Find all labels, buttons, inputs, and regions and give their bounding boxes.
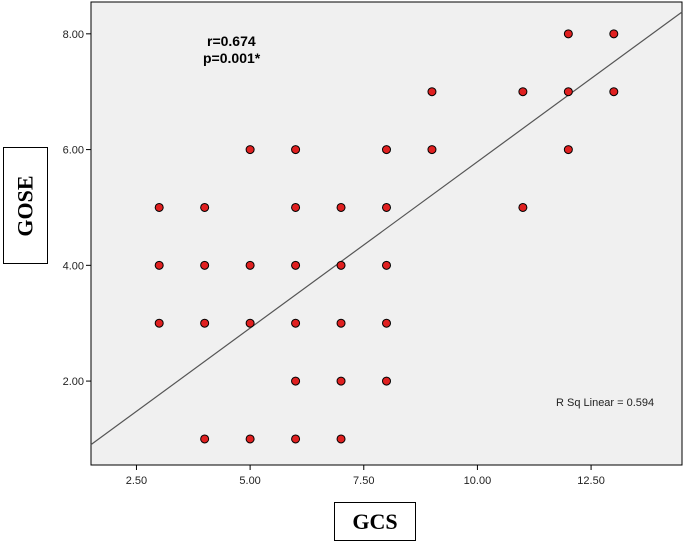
data-point-18 — [336, 260, 346, 270]
x-tick-label-2: 7.50 — [353, 475, 374, 487]
data-point-21 — [336, 434, 346, 444]
data-point-19 — [336, 318, 346, 328]
x-tick-label-0: 2.50 — [126, 475, 147, 487]
data-point-28 — [427, 145, 437, 155]
x-tick-label-3: 10.00 — [464, 475, 492, 487]
data-point-25 — [382, 318, 391, 328]
data-point-12 — [291, 202, 301, 212]
x-axis-label: GCS — [352, 508, 398, 534]
data-point-16 — [291, 434, 301, 444]
x-tick-label-1: 5.00 — [239, 475, 260, 487]
data-point-20 — [336, 376, 346, 386]
points-layer — [154, 29, 619, 444]
fit-line-layer — [90, 11, 683, 446]
data-point-34 — [609, 29, 619, 39]
data-point-1 — [154, 260, 164, 270]
data-point-17 — [336, 202, 346, 212]
x-axis-label-box: GCS — [334, 502, 416, 541]
data-point-8 — [245, 260, 255, 270]
data-point-7 — [245, 145, 255, 155]
data-point-2 — [154, 318, 164, 328]
y-axis-ticks: 2.00 4.00 6.00 8.00 — [63, 29, 91, 388]
data-point-23 — [382, 202, 391, 212]
data-point-4 — [200, 260, 210, 270]
y-axis-label: GOSE — [12, 174, 38, 237]
x-axis-ticks: 2.50 5.00 7.50 10.00 12.50 — [126, 465, 605, 487]
x-tick-label-4: 12.50 — [577, 475, 605, 487]
data-point-15 — [291, 376, 301, 386]
y-tick-label-3: 8.00 — [63, 29, 84, 41]
regression-line — [90, 11, 683, 446]
p-value-annotation: p=0.001* — [203, 50, 261, 66]
data-point-27 — [427, 87, 437, 97]
data-point-35 — [609, 87, 619, 97]
data-point-26 — [382, 376, 391, 386]
data-point-0 — [154, 202, 164, 212]
data-point-5 — [200, 318, 210, 328]
data-point-10 — [245, 434, 255, 444]
data-point-31 — [563, 29, 573, 39]
data-point-14 — [291, 318, 301, 328]
y-tick-label-2: 6.00 — [63, 145, 84, 157]
data-point-32 — [563, 87, 573, 97]
data-point-9 — [245, 318, 255, 328]
y-tick-label-1: 4.00 — [63, 260, 84, 272]
data-point-29 — [518, 87, 528, 97]
data-point-13 — [291, 260, 301, 270]
data-point-11 — [291, 145, 301, 155]
data-point-22 — [382, 145, 391, 155]
data-point-3 — [200, 202, 210, 212]
plot-area — [90, 1, 683, 466]
data-point-6 — [200, 434, 210, 444]
r-squared-label: R Sq Linear = 0.594 — [556, 397, 654, 409]
correlation-r-annotation: r=0.674 — [207, 33, 256, 49]
y-axis-label-box: GOSE — [3, 147, 48, 264]
data-point-24 — [382, 260, 391, 270]
y-tick-label-0: 2.00 — [63, 376, 84, 388]
data-point-33 — [563, 145, 573, 155]
data-point-30 — [518, 202, 528, 212]
